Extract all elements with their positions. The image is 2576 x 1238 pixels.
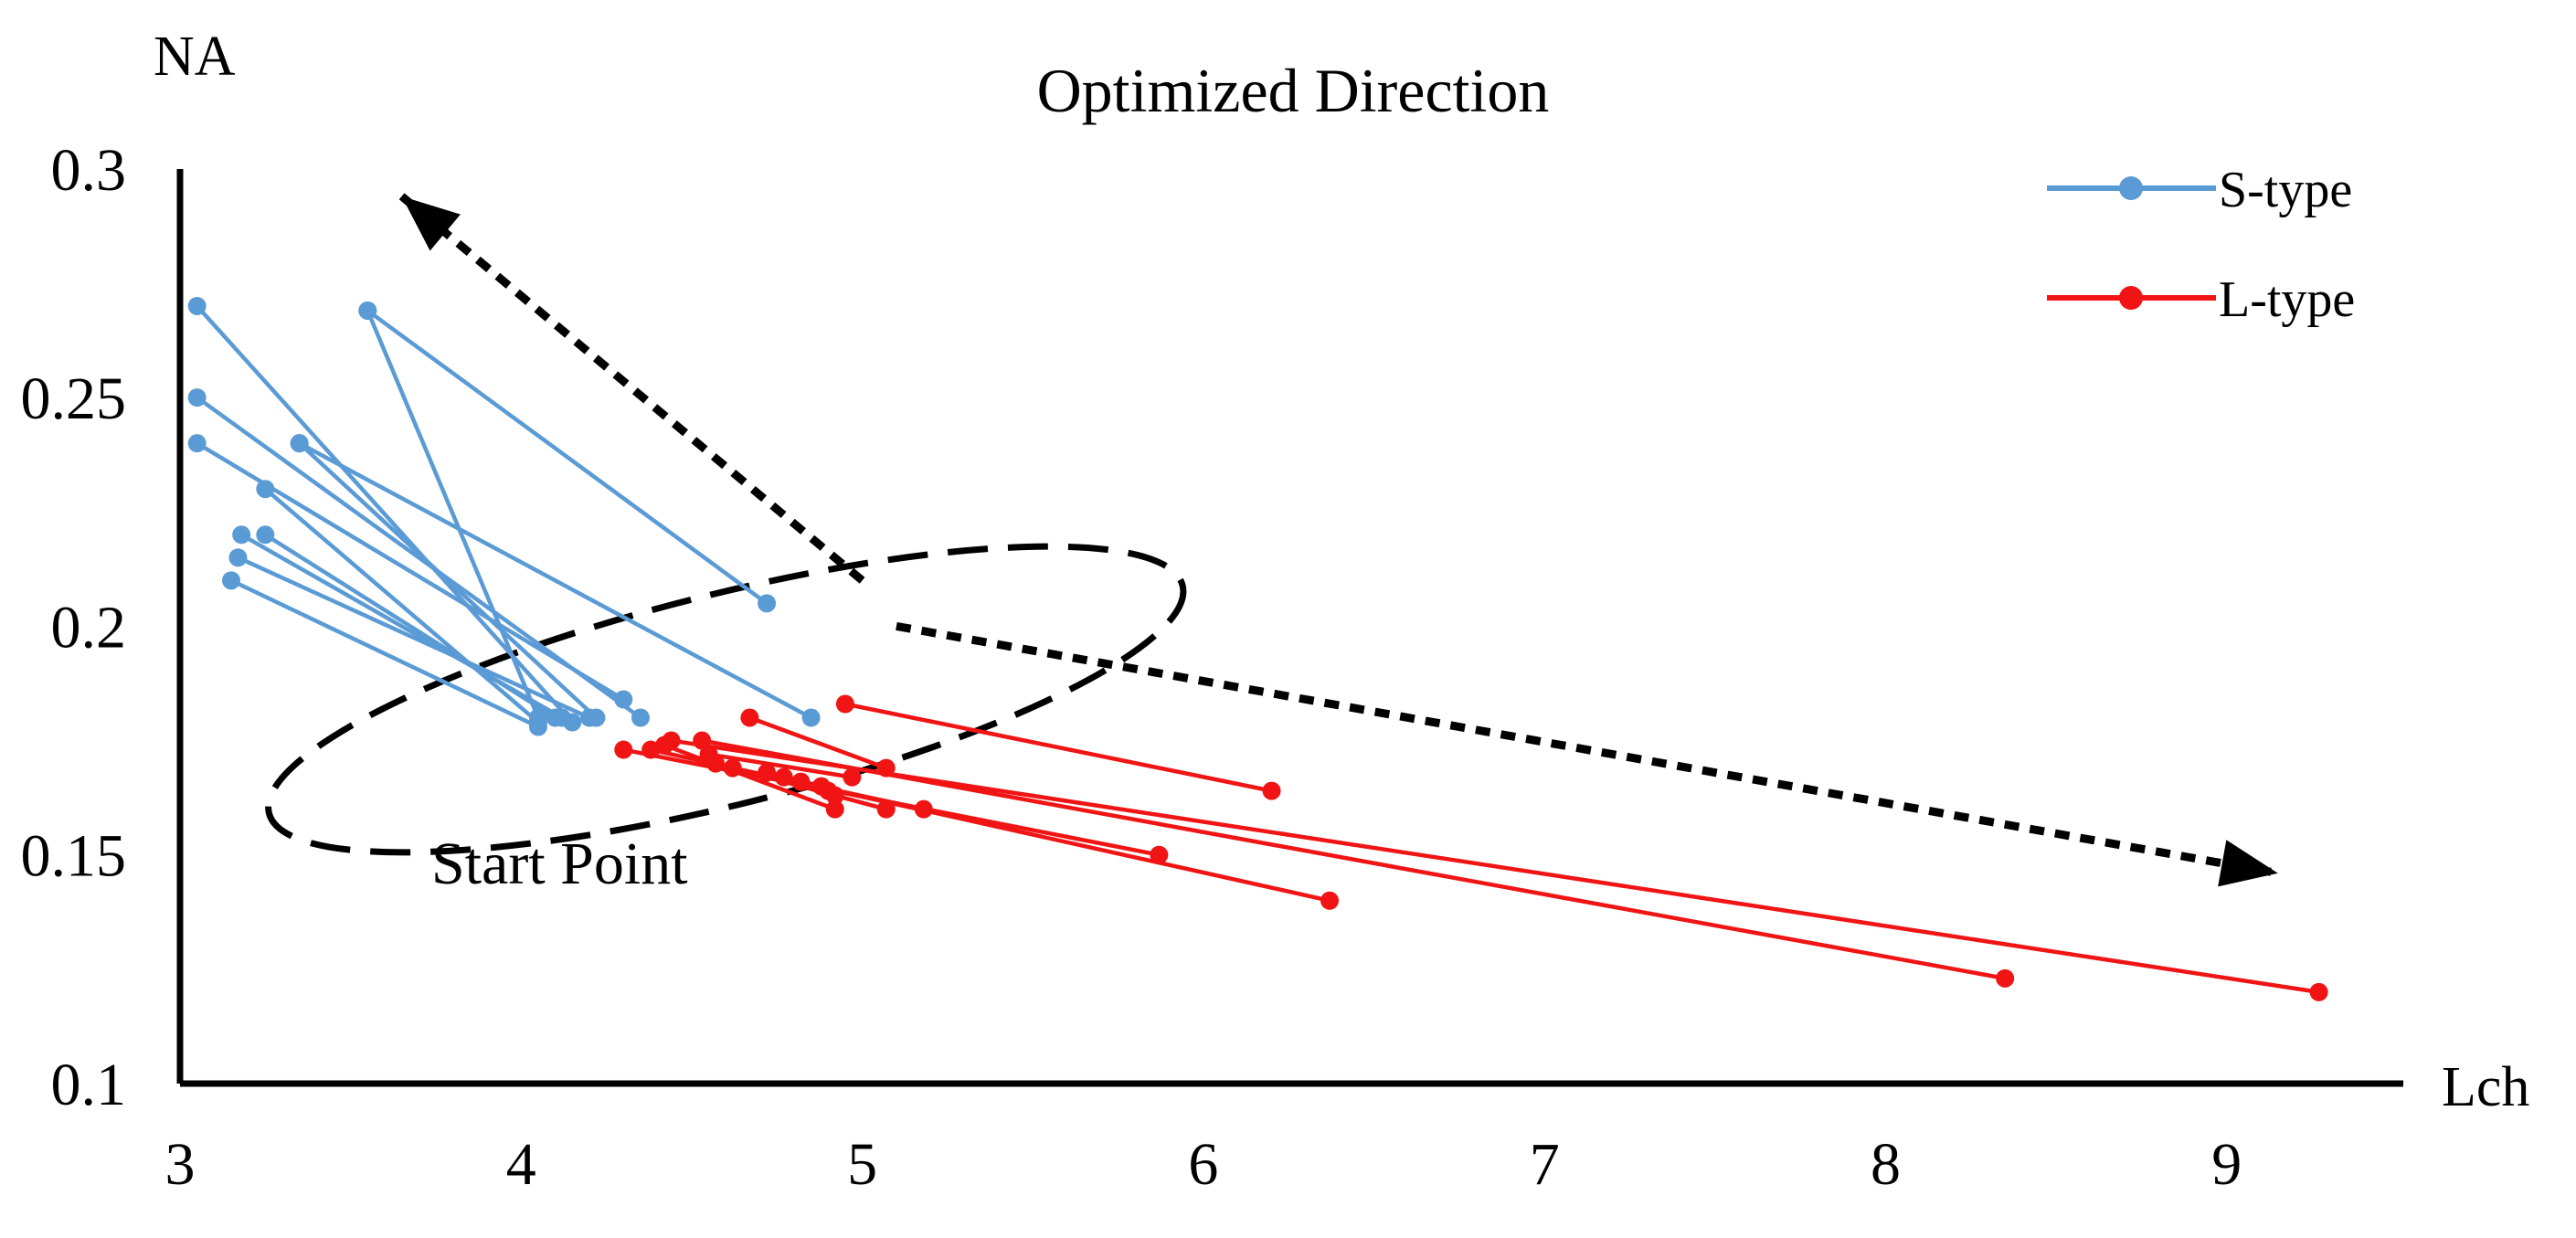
- legend-marker: [2119, 176, 2143, 200]
- data-point: [232, 525, 251, 545]
- data-point: [631, 708, 650, 727]
- series-line: [230, 578, 539, 729]
- data-point: [758, 763, 777, 782]
- series-line: [298, 441, 812, 720]
- series-line: [263, 487, 540, 725]
- data-point: [876, 799, 896, 819]
- series-line: [708, 752, 853, 779]
- data-point: [723, 758, 742, 778]
- data-point: [358, 301, 377, 320]
- y-axis-title: NA: [154, 26, 236, 88]
- data-point: [187, 388, 207, 407]
- series-line: [264, 533, 557, 720]
- series-line: [766, 770, 822, 788]
- data-point: [614, 690, 633, 709]
- data-point: [740, 708, 759, 727]
- data-point: [228, 548, 248, 567]
- y-tick-label: 0.1: [51, 1052, 127, 1118]
- x-tick-label: 5: [847, 1131, 877, 1198]
- series-line: [366, 309, 769, 606]
- data-point: [256, 480, 275, 499]
- legend: S-type L-type: [2047, 162, 2355, 328]
- x-tick-label: 7: [1530, 1131, 1560, 1198]
- data-point: [614, 740, 633, 759]
- data-point: [843, 767, 862, 787]
- series-line: [671, 738, 2319, 995]
- data-point: [655, 735, 674, 755]
- data-point: [187, 434, 207, 453]
- data-point: [914, 799, 933, 819]
- series-line: [237, 556, 590, 720]
- data-point: [1320, 891, 1340, 910]
- legend-label: S-type: [2219, 162, 2352, 218]
- optimized-arrow-up-head: [401, 196, 461, 251]
- x-tick-label: 6: [1188, 1131, 1218, 1198]
- data-point: [825, 799, 844, 819]
- optimized-arrow-up-shaft: [398, 193, 865, 584]
- optimized-arrow-right-head: [2218, 840, 2278, 887]
- x-tick-label: 8: [1871, 1131, 1901, 1198]
- data-point: [758, 594, 777, 613]
- optimized-arrow-right: [896, 621, 2279, 887]
- x-tick-label: 3: [165, 1131, 196, 1198]
- data-point: [706, 754, 726, 773]
- data-point: [1150, 845, 1169, 864]
- series-line: [298, 441, 598, 720]
- series-line: [663, 743, 836, 811]
- x-tick-label: 9: [2211, 1131, 2242, 1198]
- y-tick-label: 0.25: [21, 365, 127, 432]
- data-point: [579, 708, 599, 727]
- series-line: [366, 310, 541, 719]
- data-point: [546, 708, 565, 727]
- series-l-type: [614, 694, 2328, 1001]
- data-point: [528, 717, 547, 736]
- data-point: [187, 296, 207, 315]
- optimized-arrow-right-shaft: [896, 621, 2279, 878]
- y-tick-label: 0.2: [51, 594, 127, 661]
- data-point: [221, 571, 240, 590]
- data-point: [1262, 781, 1281, 800]
- start-region-ellipse: [265, 543, 1187, 856]
- data-point: [811, 777, 831, 796]
- data-point: [835, 694, 854, 714]
- chart-title: Optimized Direction: [1037, 56, 1550, 125]
- optimized-arrow-up: [398, 193, 865, 584]
- series-s-type: [187, 296, 821, 736]
- x-tick-label: 4: [506, 1131, 536, 1198]
- start-point-label: Start Point: [431, 831, 688, 897]
- y-tick-label: 0.3: [51, 137, 127, 204]
- x-axis-title: Lch: [2442, 1056, 2529, 1118]
- y-tick-label: 0.15: [21, 823, 127, 890]
- data-point: [1996, 968, 2015, 988]
- data-point: [801, 708, 821, 727]
- data-point: [2309, 982, 2328, 1001]
- series-line: [748, 715, 887, 770]
- data-point: [256, 525, 275, 545]
- data-point: [290, 434, 309, 453]
- legend-label: L-type: [2219, 271, 2355, 328]
- legend-marker: [2119, 286, 2143, 310]
- series-line: [844, 702, 1273, 793]
